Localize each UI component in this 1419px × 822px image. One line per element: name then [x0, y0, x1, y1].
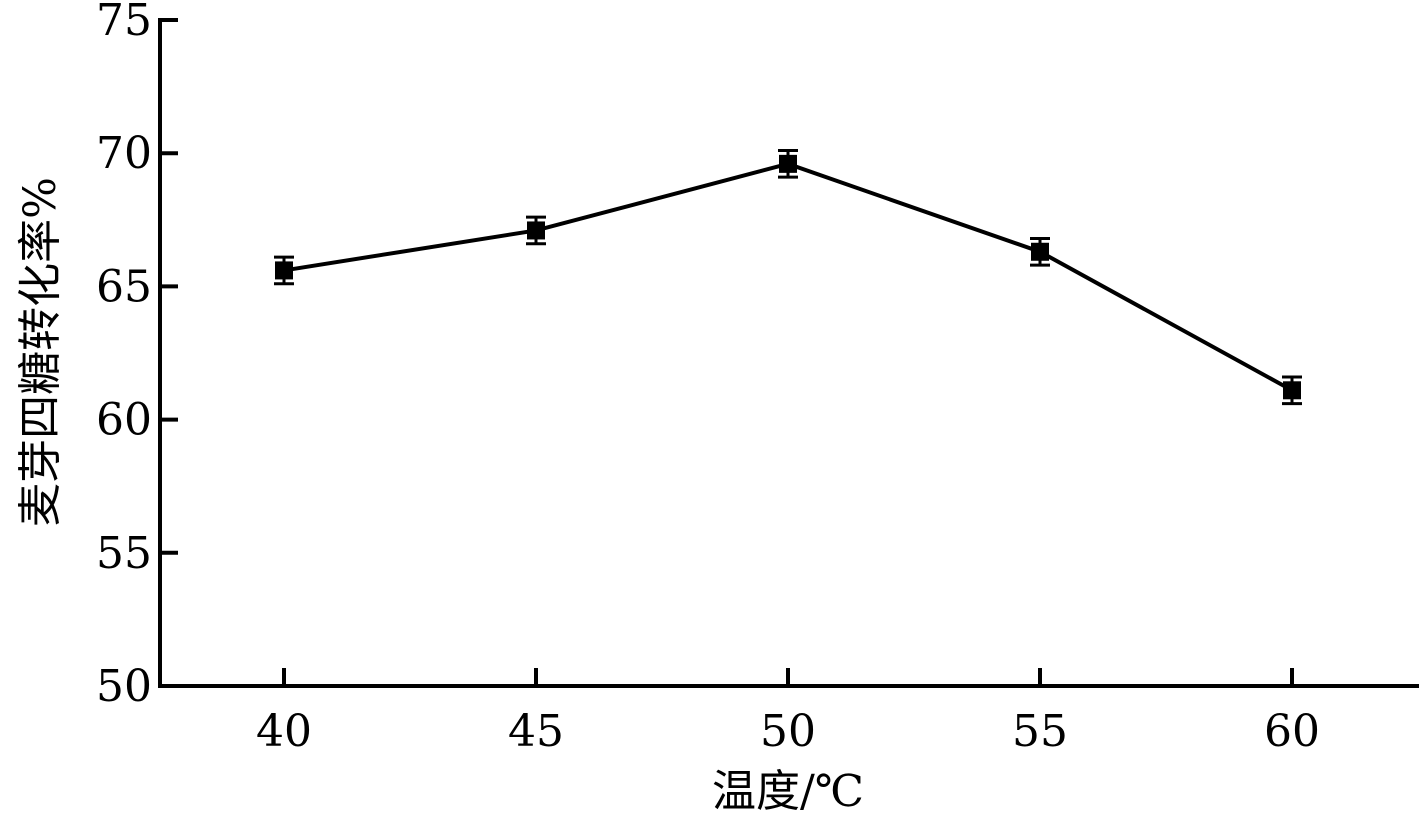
data-point-marker — [779, 154, 797, 173]
series-line-group — [274, 149, 1302, 406]
x-tick-label: 50 — [760, 706, 816, 757]
series-line — [283, 161, 1293, 393]
data-point-marker — [1031, 242, 1049, 261]
y-axis-title: 麦芽四糖转化率% — [15, 177, 66, 527]
y-tick-label: 70 — [96, 128, 152, 179]
y-tick-label: 50 — [96, 661, 152, 712]
x-tick-label: 55 — [1012, 706, 1068, 757]
axes: 50 55 60 65 70 75 40 45 50 55 60 — [96, 0, 1419, 757]
y-tick-label: 60 — [96, 395, 152, 446]
y-tick-label: 55 — [96, 528, 152, 579]
data-point-marker — [275, 261, 293, 280]
x-tick-label: 45 — [508, 706, 564, 757]
data-point-marker — [527, 221, 545, 240]
x-tick-label: 60 — [1264, 706, 1320, 757]
x-axis-title: 温度/℃ — [712, 766, 864, 817]
y-tick-label: 65 — [96, 261, 152, 312]
data-point-marker — [1283, 381, 1301, 400]
y-tick-label: 75 — [96, 0, 152, 46]
x-tick-label: 40 — [256, 706, 312, 757]
